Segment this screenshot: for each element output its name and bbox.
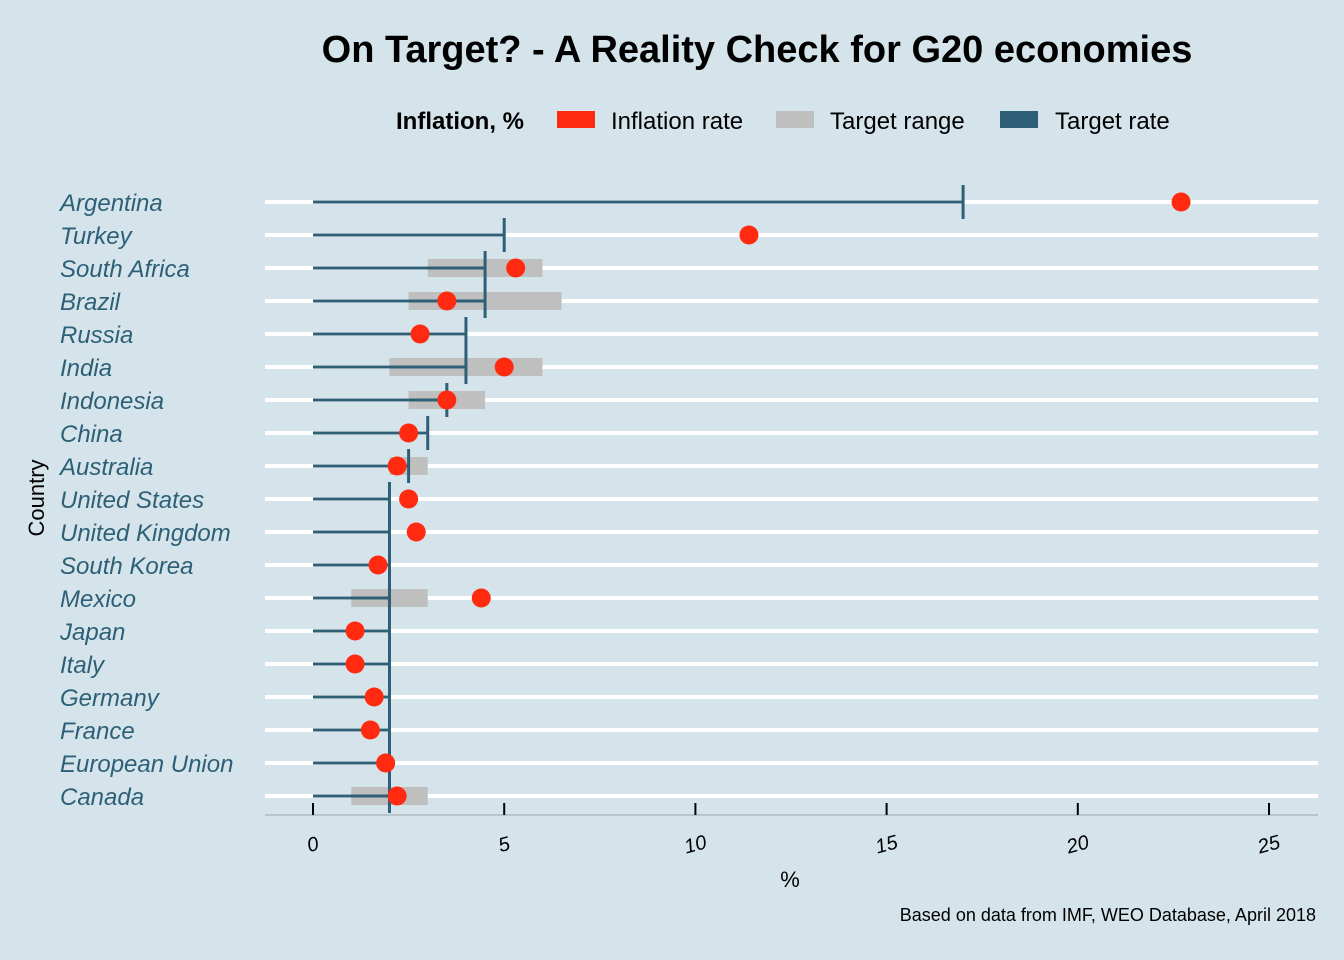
legend-label-range: Target range	[830, 108, 965, 135]
country-label: Argentina	[58, 190, 163, 217]
x-tick-label: 15	[873, 831, 901, 858]
country-label: South Korea	[60, 553, 193, 580]
x-tick-label: 20	[1063, 831, 1091, 858]
chart-title: On Target? - A Reality Check for G20 eco…	[322, 29, 1193, 71]
country-label: United States	[60, 487, 204, 514]
y-axis-title: Country	[24, 459, 49, 536]
legend-swatch-range	[776, 111, 814, 128]
country-label: Mexico	[60, 586, 136, 613]
inflation-point	[376, 753, 396, 773]
inflation-point	[368, 555, 388, 575]
country-label: Turkey	[60, 223, 134, 250]
country-label: Italy	[60, 652, 106, 679]
inflation-point	[364, 687, 384, 707]
country-label: India	[60, 355, 112, 382]
x-tick-label: 25	[1254, 831, 1283, 858]
country-label: Germany	[60, 685, 161, 712]
inflation-point	[387, 456, 407, 476]
country-label: South Africa	[60, 256, 190, 283]
inflation-point	[739, 225, 759, 245]
country-label: France	[60, 718, 135, 745]
inflation-point	[345, 654, 365, 674]
x-tick-label: 0	[305, 833, 321, 857]
inflation-point	[1171, 192, 1191, 212]
inflation-point	[406, 522, 426, 542]
inflation-point	[494, 357, 514, 377]
inflation-point	[506, 258, 526, 278]
inflation-point	[399, 423, 419, 443]
inflation-point	[437, 291, 457, 311]
inflation-point	[437, 390, 457, 410]
legend-swatch-inflation	[557, 111, 595, 128]
legend-title: Inflation, %	[396, 108, 524, 135]
x-axis-title: %	[780, 867, 800, 892]
inflation-point	[360, 720, 380, 740]
country-label: European Union	[60, 751, 233, 778]
inflation-point	[345, 621, 365, 641]
caption: Based on data from IMF, WEO Database, Ap…	[900, 905, 1316, 925]
x-tick-label: 5	[496, 833, 513, 857]
country-label: Russia	[60, 322, 133, 349]
legend: Inflation, % Inflation rate Target range…	[396, 108, 1170, 135]
country-label: China	[60, 421, 123, 448]
legend-label-inflation: Inflation rate	[611, 108, 743, 135]
country-label: Australia	[58, 454, 153, 481]
inflation-point	[410, 324, 430, 344]
x-tick-label: 10	[682, 831, 709, 858]
country-label: United Kingdom	[60, 520, 231, 547]
inflation-point	[399, 489, 419, 509]
country-label: Japan	[59, 619, 125, 646]
legend-swatch-target	[1000, 111, 1038, 128]
plot-area: 0 5 10 15 20 25 Argentina Turkey South Africa Bra…	[58, 185, 1318, 859]
inflation-point	[471, 588, 491, 608]
legend-label-target: Target rate	[1055, 108, 1170, 135]
inflation-point	[387, 786, 407, 806]
country-label: Canada	[60, 784, 144, 811]
country-label: Brazil	[60, 289, 121, 316]
country-label: Indonesia	[60, 388, 164, 415]
